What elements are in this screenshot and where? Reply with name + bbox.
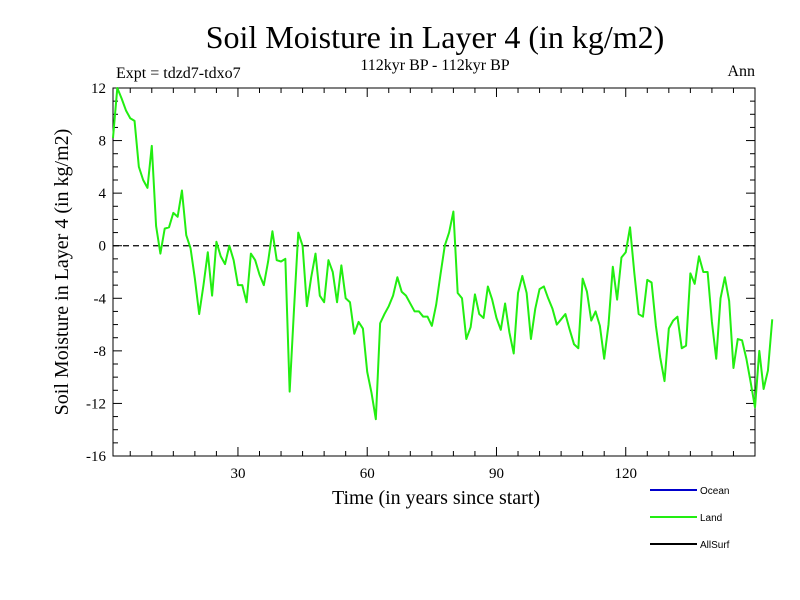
legend-label-allsurf: AllSurf xyxy=(700,540,730,551)
chart-title: Soil Moisture in Layer 4 (in kg/m2) xyxy=(206,19,665,55)
legend-label-land: Land xyxy=(700,513,722,524)
legend: Ocean Land AllSurf xyxy=(650,486,730,551)
y-tick-label: 0 xyxy=(99,239,107,255)
x-tick-label: 120 xyxy=(614,466,637,482)
x-tick-label: 90 xyxy=(489,466,504,482)
x-tick-label: 60 xyxy=(360,466,375,482)
experiment-label: Expt = tdzd7-tdxo7 xyxy=(116,65,241,82)
x-axis-label: Time (in years since start) xyxy=(332,487,540,509)
plot-area: 12 8 4 0 -4 -8 -12 -16 30 60 90 120 xyxy=(86,81,774,482)
y-tick-label: -8 xyxy=(94,344,107,360)
y-tick-label: -16 xyxy=(86,449,106,465)
y-axis-label: Soil Moisture in Layer 4 (in kg/m2) xyxy=(51,129,73,416)
season-label: Ann xyxy=(727,63,755,80)
y-tick-label: -4 xyxy=(94,291,107,307)
y-tick-label: 4 xyxy=(99,186,107,202)
x-tick-label: 30 xyxy=(230,466,245,482)
y-tick-label: 8 xyxy=(99,134,107,150)
legend-label-ocean: Ocean xyxy=(700,486,729,497)
chart-subtitle: 112kyr BP - 112kyr BP xyxy=(360,57,509,74)
series-line-land xyxy=(112,87,774,421)
y-tick-label: -12 xyxy=(86,396,106,412)
y-tick-label: 12 xyxy=(91,81,106,97)
